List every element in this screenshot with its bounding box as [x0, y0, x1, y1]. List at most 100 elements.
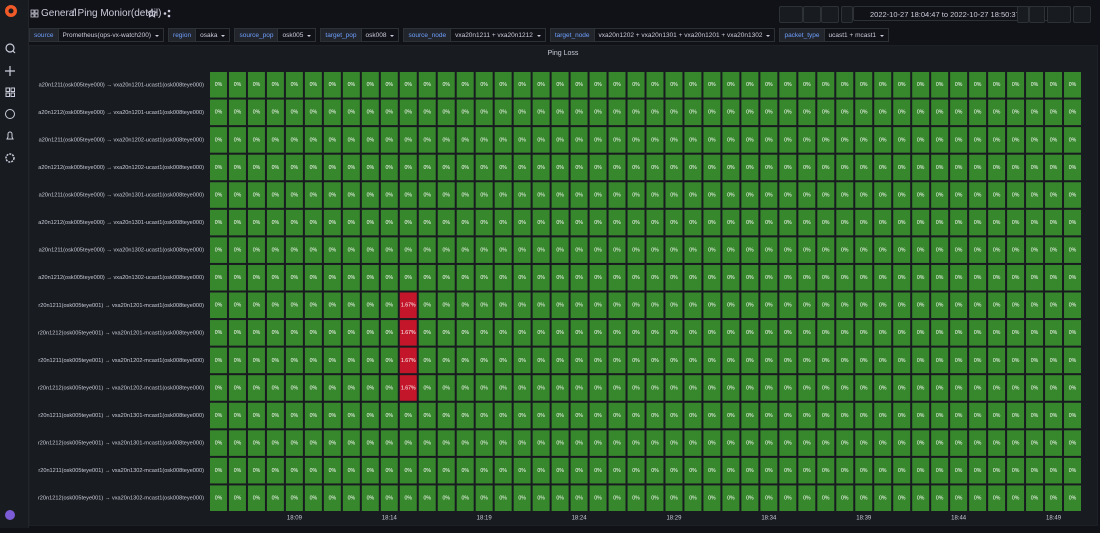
dashboards-icon[interactable] [5, 87, 15, 97]
status-cell [874, 127, 892, 153]
row-label: a20n1212(osk005teye000) → vxa20n1301-uca… [38, 220, 204, 226]
tv-mode-button[interactable] [1073, 6, 1091, 23]
status-cell [437, 292, 455, 319]
status-cell [380, 347, 398, 374]
status-cell [304, 292, 322, 319]
settings-icon[interactable] [5, 153, 15, 163]
status-cell [210, 237, 227, 263]
cell-label: 0% [822, 303, 830, 309]
status-cell [912, 347, 930, 374]
status-cell [266, 347, 284, 374]
status-cell [950, 264, 968, 291]
status-cell [931, 237, 949, 263]
cell-label: 0% [651, 385, 659, 391]
cell-label: 0% [480, 468, 488, 474]
cell-label: 0% [405, 496, 413, 502]
cell-label: 0% [518, 137, 526, 143]
cell-label: 0% [917, 248, 925, 254]
status-cell [228, 99, 246, 126]
create-icon[interactable] [5, 66, 15, 76]
user-avatar[interactable] [5, 510, 15, 520]
status-cell [494, 99, 512, 126]
cell-label: 0% [974, 192, 982, 198]
share-icon[interactable] [163, 12, 167, 15]
status-cell [1045, 485, 1063, 511]
breadcrumb-title[interactable]: / Ping Monior(detail) [72, 8, 162, 19]
status-cell [247, 72, 265, 98]
cell-label: 0% [215, 110, 223, 116]
status-cell [646, 72, 664, 98]
cell-label: 0% [594, 440, 602, 446]
status-cell [836, 182, 854, 208]
cell-label: 0% [746, 385, 754, 391]
add-panel-button[interactable] [779, 6, 803, 23]
status-cell [532, 402, 550, 429]
time-back-button[interactable] [841, 6, 853, 23]
status-cell [437, 127, 455, 153]
status-cell [988, 264, 1006, 291]
cell-label: 0% [310, 248, 318, 254]
status-cell [969, 154, 987, 181]
variable-value[interactable]: osk008 [361, 28, 400, 42]
status-cell [684, 127, 702, 153]
status-cell [437, 99, 455, 126]
settings-button[interactable] [821, 6, 839, 23]
cell-label: 0% [556, 220, 564, 226]
status-cell [437, 320, 455, 346]
status-cell [418, 320, 436, 346]
variable-label: target_pop [320, 28, 362, 42]
status-cell [1026, 154, 1044, 181]
alert-icon[interactable] [6, 131, 14, 140]
cell-label: 0% [1031, 275, 1039, 281]
breadcrumb-folder[interactable]: General [41, 8, 77, 19]
cell-label: 0% [253, 468, 261, 474]
star-icon[interactable] [147, 8, 158, 18]
status-cell [266, 209, 284, 236]
status-cell [494, 457, 512, 484]
cell-label: 0% [1050, 385, 1058, 391]
cell-label: 0% [822, 358, 830, 364]
cell-label: 0% [898, 303, 906, 309]
x-tick-label: 18:19 [477, 516, 493, 522]
cell-label: 0% [215, 82, 223, 88]
status-cell [494, 182, 512, 208]
cell-label: 0% [253, 275, 261, 281]
cell-label: 0% [822, 496, 830, 502]
variable-value[interactable]: vxa20n1202 + vxa20n1301 + vxa20n1201 + v… [594, 28, 776, 42]
refresh-button[interactable] [1047, 6, 1071, 23]
status-cell [475, 237, 493, 263]
status-cell [760, 99, 778, 126]
status-cell [418, 99, 436, 126]
status-cell [380, 485, 398, 511]
save-button[interactable] [803, 6, 821, 23]
variable-value[interactable]: Prometheus(ops-vx-watch200) [58, 28, 165, 42]
cell-label: 0% [215, 192, 223, 198]
time-forward-button[interactable] [1017, 6, 1029, 23]
cell-label: 0% [272, 110, 280, 116]
cell-label: 0% [348, 192, 356, 198]
cell-label: 0% [310, 220, 318, 226]
variable-value[interactable]: vxa20n1211 + vxa20n1212 [451, 28, 546, 42]
status-cell [703, 182, 721, 208]
status-cell [760, 402, 778, 429]
status-cell [627, 237, 645, 263]
status-cell [570, 375, 588, 401]
variable-value[interactable]: osaka [196, 28, 231, 42]
status-cell [323, 347, 341, 374]
status-cell [798, 209, 816, 236]
cell-label: 0% [803, 303, 811, 309]
variable-value[interactable]: ucast1 + mcast1 [824, 28, 890, 42]
search-icon[interactable] [5, 43, 15, 53]
cell-label: 0% [310, 275, 318, 281]
zoom-out-button[interactable] [1029, 6, 1045, 23]
cell-label: 0% [613, 496, 621, 502]
cell-label: 0% [310, 165, 318, 171]
variable-value[interactable]: osk005 [278, 28, 317, 42]
cell-label: 0% [272, 248, 280, 254]
status-cell [532, 237, 550, 263]
status-cell [1026, 402, 1044, 429]
status-cell [855, 264, 873, 291]
cell-label: 0% [879, 275, 887, 281]
explore-icon[interactable] [5, 109, 15, 119]
status-cell [931, 402, 949, 429]
